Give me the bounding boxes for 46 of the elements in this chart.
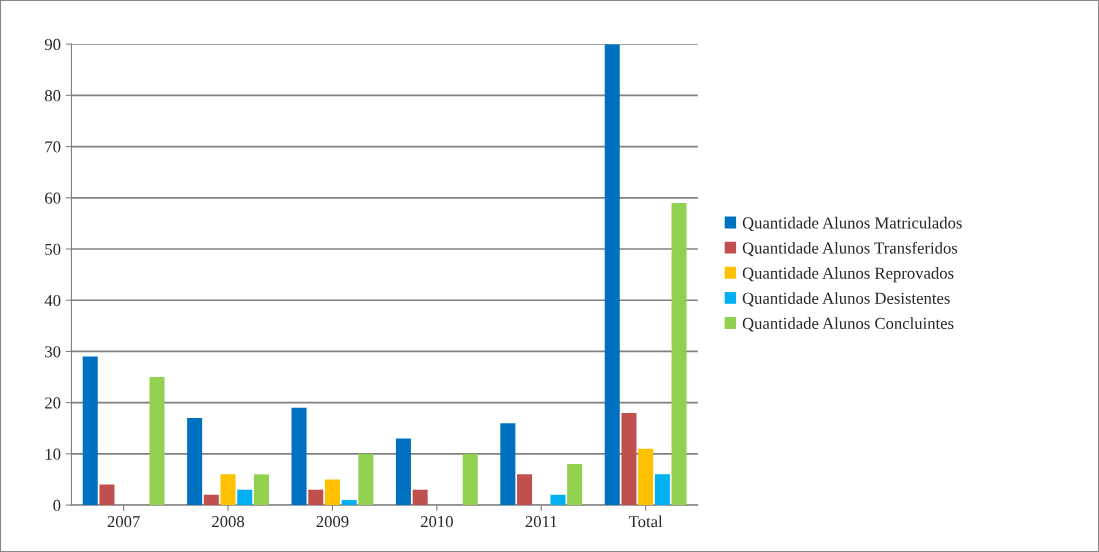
legend-label: Quantidade Alunos Concluintes — [742, 317, 954, 332]
bar — [567, 464, 583, 506]
legend-label: Quantidade Alunos Reprovados — [742, 267, 954, 283]
x-tick-label: 2009 — [316, 515, 349, 528]
bar — [253, 474, 269, 506]
bar — [621, 412, 637, 506]
bar — [358, 453, 374, 506]
bar — [324, 479, 340, 506]
y-tick-label: 90 — [44, 38, 61, 51]
bar — [82, 356, 98, 506]
y-tick-label: 0 — [53, 499, 61, 512]
bar — [220, 474, 236, 506]
bar — [203, 494, 219, 506]
bar — [341, 499, 357, 506]
bar — [308, 489, 324, 506]
x-tick-label: 2007 — [107, 515, 140, 528]
y-tick-label: 10 — [45, 448, 61, 460]
bar — [187, 418, 203, 506]
bar — [654, 474, 670, 506]
x-tick-label: 2008 — [212, 515, 245, 528]
bar — [412, 489, 428, 506]
y-tick-label: 60 — [45, 192, 61, 204]
x-tick-label: 2011 — [525, 515, 557, 528]
bar — [291, 407, 307, 506]
bar — [671, 202, 687, 506]
y-tick-label: 80 — [44, 90, 61, 102]
bar — [99, 484, 115, 506]
y-tick-label: 70 — [45, 141, 61, 153]
bar — [638, 448, 654, 506]
x-tick-label: Total — [628, 515, 663, 528]
x-tick-label: 2010 — [420, 515, 453, 528]
bar — [237, 489, 253, 506]
bar — [462, 453, 478, 506]
y-tick-label: 20 — [45, 397, 61, 409]
y-tick-label: 30 — [45, 346, 61, 358]
y-tick-label: 40 — [44, 294, 61, 307]
bar — [500, 423, 516, 506]
bar — [550, 494, 566, 506]
bar — [517, 474, 533, 506]
bar — [149, 377, 165, 506]
bar — [604, 44, 620, 506]
legend-label: Quantidade Alunos Desistentes — [742, 292, 950, 307]
y-tick-label: 50 — [45, 243, 61, 255]
bar — [395, 438, 411, 506]
legend-label: Quantidade Alunos Matriculados — [742, 216, 962, 232]
legend-label: Quantidade Alunos Transferidos — [742, 241, 958, 257]
